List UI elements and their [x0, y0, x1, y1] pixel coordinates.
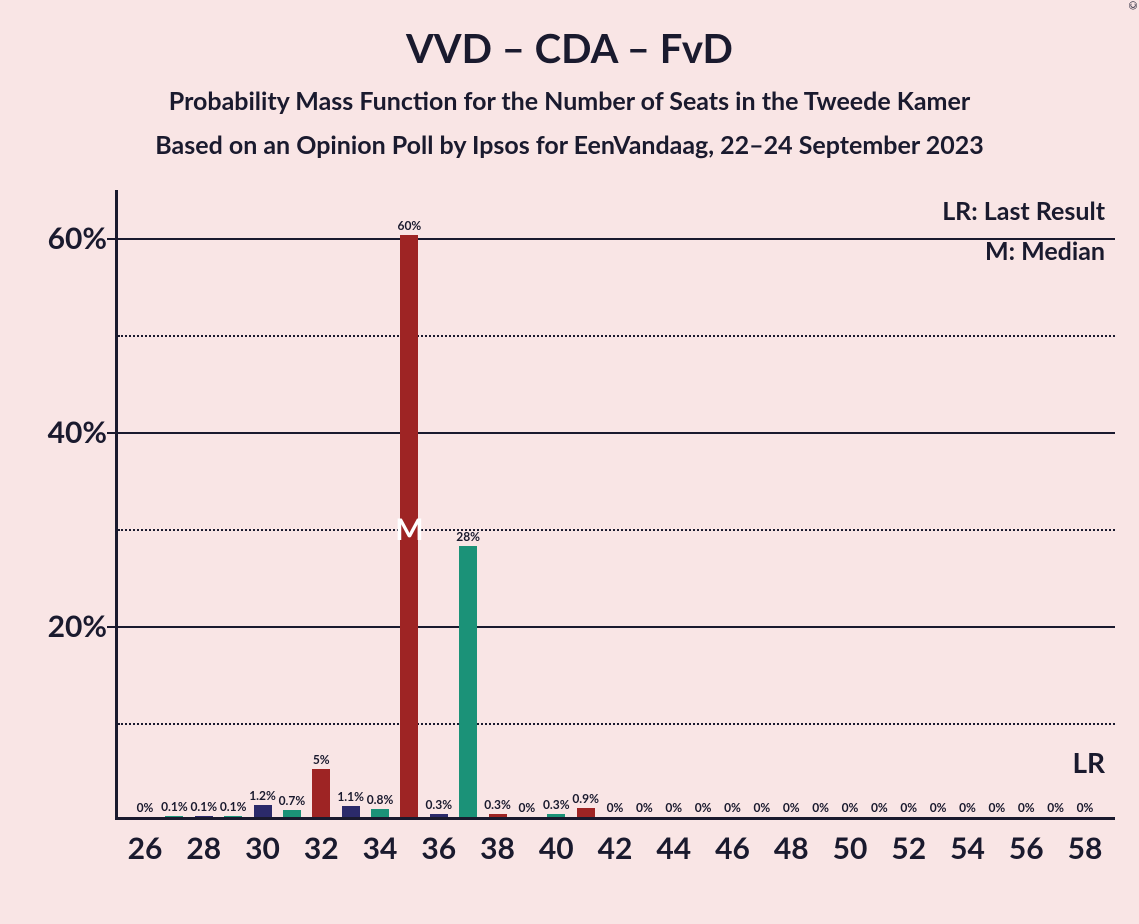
bar-value-label: 0.3%: [484, 797, 511, 812]
bar-value-label: 0%: [930, 800, 947, 815]
bar: [283, 810, 301, 817]
bar-value-label: 0%: [695, 800, 712, 815]
bar-value-label: 1.2%: [249, 788, 276, 803]
x-axis: [115, 817, 1115, 820]
bar: [547, 814, 565, 817]
y-tick-mark: [107, 238, 115, 240]
bar-value-label: 0.8%: [367, 792, 394, 807]
bar-value-label: 0.1%: [190, 799, 217, 814]
bar-value-label: 0%: [607, 800, 624, 815]
page-title: VVD – CDA – FvD: [0, 0, 1139, 72]
bar-value-label: 0%: [665, 800, 682, 815]
y-tick-mark: [107, 626, 115, 628]
bar: [489, 814, 507, 817]
y-tick-mark: [107, 432, 115, 434]
bar-value-label: 28%: [456, 529, 480, 544]
last-result-marker: LR: [1072, 745, 1105, 779]
x-tick-label: 46: [715, 830, 750, 866]
chart-container: LR: Last Result M: Median 26283032343638…: [115, 190, 1115, 820]
y-tick-label: 20%: [48, 608, 107, 644]
gridline-major: [118, 626, 1115, 628]
y-tick-label: 40%: [48, 414, 107, 450]
bar-value-label: 0.3%: [425, 797, 452, 812]
x-tick-label: 26: [128, 830, 163, 866]
bar-value-label: 5%: [313, 752, 330, 767]
bar-value-label: 0.3%: [543, 797, 570, 812]
bar-value-label: 0.7%: [279, 793, 306, 808]
bar: [430, 814, 448, 817]
bar: [459, 546, 477, 817]
x-tick-label: 42: [598, 830, 633, 866]
bar-value-label: 0%: [1047, 800, 1064, 815]
legend-m: M: Median: [985, 236, 1105, 266]
subtitle-line-2: Based on an Opinion Poll by Ipsos for Ee…: [0, 130, 1139, 160]
bar-value-label: 0%: [753, 800, 770, 815]
bar-value-label: 0%: [724, 800, 741, 815]
bar-value-label: 0%: [518, 800, 535, 815]
gridline-minor: [118, 335, 1115, 337]
bar-value-label: 1.1%: [337, 789, 364, 804]
chart-plot: LR: Last Result M: Median 26283032343638…: [115, 190, 1115, 820]
x-tick-label: 54: [950, 830, 985, 866]
y-tick-label: 60%: [48, 220, 107, 256]
bar-value-label: 0%: [988, 800, 1005, 815]
x-tick-label: 34: [363, 830, 398, 866]
subtitle-line-1: Probability Mass Function for the Number…: [0, 86, 1139, 116]
x-tick-label: 52: [891, 830, 926, 866]
x-tick-label: 32: [304, 830, 339, 866]
x-tick-label: 58: [1068, 830, 1103, 866]
bar: [165, 816, 183, 817]
median-marker: M: [395, 511, 423, 547]
bar-value-label: 0%: [1018, 800, 1035, 815]
bar-value-label: 0.1%: [161, 799, 188, 814]
bar: [224, 816, 242, 817]
bar: [577, 808, 595, 817]
bar-value-label: 0%: [959, 800, 976, 815]
bar-value-label: 0%: [871, 800, 888, 815]
bar-value-label: 0%: [812, 800, 829, 815]
bar-value-label: 0%: [636, 800, 653, 815]
bar: [371, 809, 389, 817]
x-tick-label: 30: [245, 830, 280, 866]
bar-value-label: 0%: [137, 800, 154, 815]
copyright-text: © 2023 Filip van Laenen: [1127, 0, 1139, 10]
bar-value-label: 60%: [397, 218, 421, 233]
legend-lr: LR: Last Result: [942, 196, 1105, 226]
x-tick-label: 28: [186, 830, 221, 866]
bar: [342, 806, 360, 817]
x-tick-label: 38: [480, 830, 515, 866]
bar: [254, 805, 272, 817]
bar: [312, 769, 330, 817]
bar-value-label: 0%: [1077, 800, 1094, 815]
gridline-minor: [118, 529, 1115, 531]
bar-value-label: 0.9%: [572, 791, 599, 806]
gridline-major: [118, 238, 1115, 240]
x-tick-label: 48: [774, 830, 809, 866]
gridline-major: [118, 432, 1115, 434]
bar-value-label: 0.1%: [220, 799, 247, 814]
x-tick-label: 56: [1009, 830, 1044, 866]
bar-value-label: 0%: [783, 800, 800, 815]
x-tick-label: 36: [421, 830, 456, 866]
bar-value-label: 0%: [900, 800, 917, 815]
bar-value-label: 0%: [842, 800, 859, 815]
bar: [195, 816, 213, 817]
x-tick-label: 40: [539, 830, 574, 866]
y-axis: [115, 190, 118, 820]
x-tick-label: 44: [656, 830, 691, 866]
gridline-minor: [118, 723, 1115, 725]
x-tick-label: 50: [833, 830, 868, 866]
